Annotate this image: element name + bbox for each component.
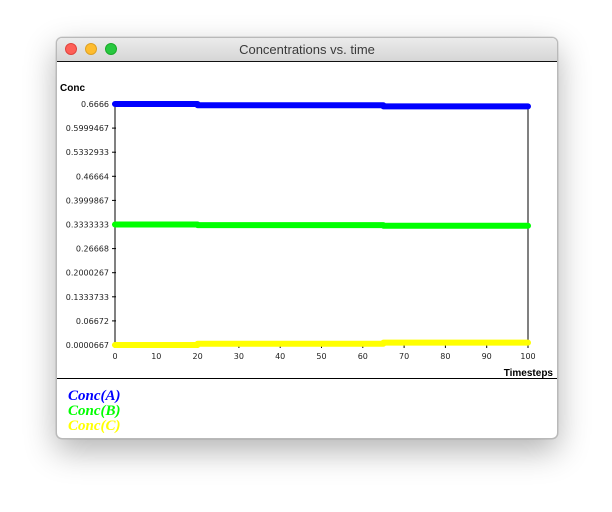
x-tick-label: 10 <box>151 352 161 361</box>
y-tick-label: 0.1333733 <box>66 293 109 302</box>
y-tick-label: 0.5999467 <box>66 124 109 133</box>
x-axis-title: Timesteps <box>504 368 554 378</box>
x-tick-label: 60 <box>358 352 368 361</box>
series-line-1 <box>112 101 531 110</box>
series-layer <box>112 101 531 348</box>
y-tick-label: 0.5332933 <box>66 148 109 157</box>
y-tick-label: 0.26668 <box>76 245 109 254</box>
x-tick-label: 30 <box>234 352 244 361</box>
x-tick-label: 0 <box>112 352 117 361</box>
concentration-chart: Conc Timesteps 0.0000667 0.06672 0.1333733… <box>60 83 554 378</box>
y-tick-label: 0.6666 <box>81 100 109 109</box>
x-tick-label: 100 <box>520 352 535 361</box>
series-line-2 <box>112 221 531 229</box>
chart-window: Concentrations vs. time Conc Timesteps 0… <box>56 37 558 439</box>
x-tick-label: 80 <box>440 352 450 361</box>
x-tick-label: 20 <box>193 352 203 361</box>
y-tick-label: 0.3999867 <box>66 196 109 205</box>
y-tick-label: 0.46664 <box>76 172 109 181</box>
x-tick-label: 70 <box>399 352 409 361</box>
x-tick-label: 40 <box>275 352 285 361</box>
x-tick-label: 50 <box>316 352 326 361</box>
axes: 0.0000667 0.06672 0.1333733 0.2000267 0.2666… <box>66 100 536 361</box>
y-tick-label: 0.0000667 <box>66 341 109 350</box>
minimize-window-button[interactable] <box>85 43 97 55</box>
y-tick-label: 0.2000267 <box>66 269 109 278</box>
zoom-window-button[interactable] <box>105 43 117 55</box>
y-tick-label: 0.06672 <box>76 317 109 326</box>
legend-entry-2: Conc(B) <box>68 403 121 419</box>
window-title: Concentrations vs. time <box>239 42 375 57</box>
x-tick-label: 90 <box>482 352 492 361</box>
series-line-3 <box>112 339 531 348</box>
legend-entry-3: Conc(C) <box>68 418 121 434</box>
y-axis-title: Conc <box>60 83 85 94</box>
legend: Conc(A) Conc(B) Conc(C) <box>57 378 557 438</box>
close-window-button[interactable] <box>65 43 77 55</box>
title-bar[interactable]: Concentrations vs. time <box>57 38 557 62</box>
legend-entry-1: Conc(A) <box>68 388 121 404</box>
y-tick-label: 0.3333333 <box>66 221 109 230</box>
